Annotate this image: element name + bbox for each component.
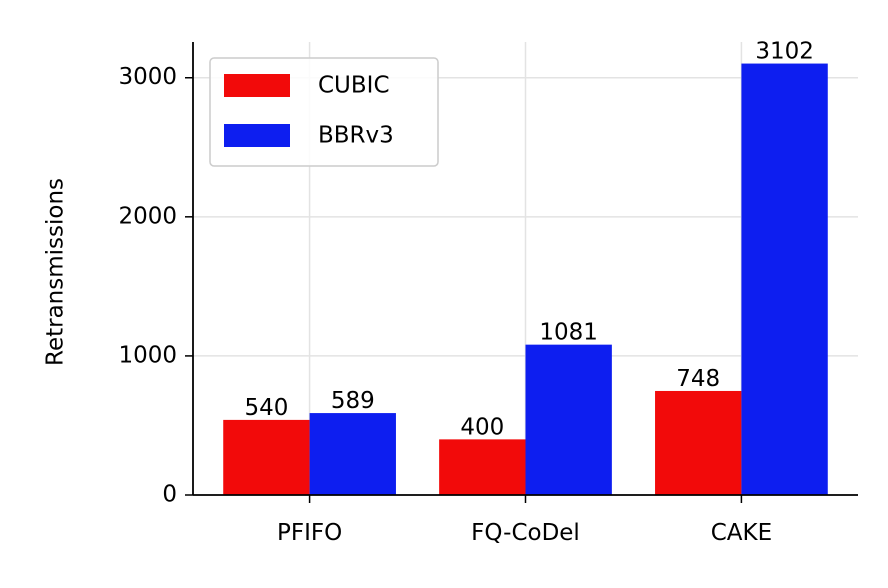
x-tick-label: FQ-CoDel: [471, 520, 580, 546]
bar: [655, 390, 742, 495]
y-tick-label: 2000: [118, 203, 177, 229]
x-tick-label: PFIFO: [277, 520, 342, 546]
bar: [309, 413, 396, 495]
value-label: 748: [676, 366, 720, 392]
value-label: 400: [460, 414, 504, 440]
legend-label: CUBIC: [318, 73, 390, 99]
legend-label: BBRv3: [318, 123, 394, 149]
bar: [223, 419, 310, 495]
y-tick-label: 3000: [118, 64, 177, 90]
y-tick-label: 1000: [118, 342, 177, 368]
value-label: 540: [244, 395, 288, 421]
bar: [439, 439, 526, 495]
legend-swatch: [224, 124, 290, 147]
value-label: 1081: [539, 320, 598, 346]
y-axis-label: Retransmissions: [43, 178, 69, 366]
legend-swatch: [224, 74, 290, 97]
value-label: 3102: [755, 39, 814, 65]
bar: [525, 344, 612, 495]
bar: [741, 63, 828, 496]
x-tick-label: CAKE: [711, 520, 772, 546]
y-tick-label: 0: [162, 482, 177, 508]
value-label: 589: [331, 388, 375, 414]
